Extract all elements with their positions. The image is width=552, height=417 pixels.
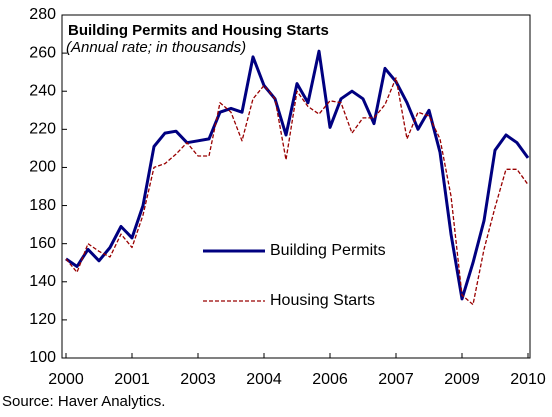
x-tick-label: 2003 xyxy=(180,371,216,388)
y-tick-label: 100 xyxy=(29,349,56,366)
y-tick-label: 140 xyxy=(29,273,56,290)
x-tick-label: 2010 xyxy=(510,371,546,388)
x-tick-label: 2007 xyxy=(378,371,414,388)
x-tick-label: 2006 xyxy=(312,371,348,388)
x-tick-label: 2004 xyxy=(246,371,282,388)
y-tick-label: 240 xyxy=(29,82,56,99)
y-tick-label: 260 xyxy=(29,44,56,61)
y-tick-label: 200 xyxy=(29,159,56,176)
plot-frame xyxy=(61,14,531,359)
series-line xyxy=(65,49,530,301)
y-tick-label: 120 xyxy=(29,311,56,328)
series-line xyxy=(65,77,529,306)
x-tick-label: 2000 xyxy=(48,371,84,388)
y-tick-label: 160 xyxy=(29,235,56,252)
chart-subtitle: (Annual rate; in thousands) xyxy=(66,39,246,56)
y-tick-label: 180 xyxy=(29,197,56,214)
x-tick-label: 2009 xyxy=(444,371,480,388)
y-tick-label: 220 xyxy=(29,121,56,138)
legend-label: Building Permits xyxy=(270,242,386,259)
source-note: Source: Haver Analytics. xyxy=(2,393,165,410)
legend-label: Housing Starts xyxy=(270,292,375,309)
chart-title: Building Permits and Housing Starts xyxy=(68,22,329,39)
y-tick-label: 280 xyxy=(29,6,56,23)
x-tick-label: 2001 xyxy=(114,371,150,388)
